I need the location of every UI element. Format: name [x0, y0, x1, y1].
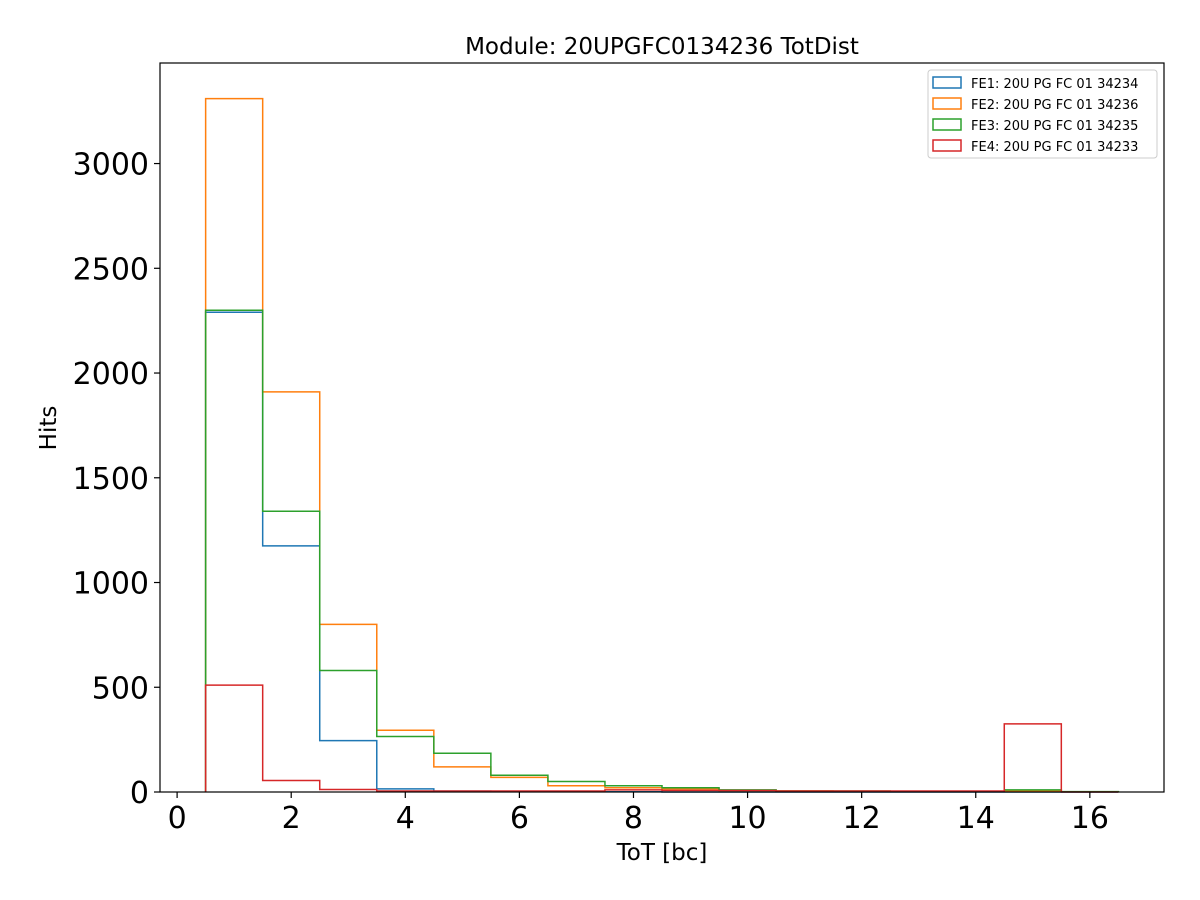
legend-swatch: [932, 76, 962, 89]
y-tick-label: 2500: [73, 252, 149, 287]
y-tick-label: 2000: [73, 357, 149, 392]
x-tick-label: 16: [1071, 801, 1109, 836]
x-tick-label: 6: [510, 801, 529, 836]
legend-swatch: [932, 139, 962, 152]
chart-title: Module: 20UPGFC0134236 TotDist: [465, 34, 859, 60]
legend-entry: FE1: 20U PG FC 01 34234: [971, 77, 1138, 92]
legend-entry: FE4: 20U PG FC 01 34233: [971, 140, 1138, 155]
y-tick-label: 3000: [73, 148, 149, 183]
series-4-histogram: [204, 684, 1119, 793]
x-tick-label: 0: [168, 801, 187, 836]
x-tick-label: 10: [728, 801, 766, 836]
y-axis-ticks: 0 500 1000 1500 2000 2500 3000: [73, 148, 160, 811]
y-tick-label: 500: [92, 671, 149, 706]
x-tick-label: 14: [957, 801, 995, 836]
x-axis-label: ToT [bc]: [616, 840, 708, 866]
legend-swatch: [932, 118, 962, 131]
y-axis-label: Hits: [36, 406, 62, 451]
legend-box: [927, 69, 1158, 159]
x-axis-ticks: 0 2 4 6 8 10 12 14 16: [168, 792, 1109, 836]
y-tick-label: 1500: [73, 462, 149, 497]
y-tick-label: 0: [130, 776, 149, 811]
legend: FE1: 20U PG FC 01 34234 FE2: 20U PG FC 01…: [927, 69, 1158, 159]
y-tick-label: 1000: [73, 567, 149, 602]
legend-entry: FE2: 20U PG FC 01 34236: [971, 98, 1138, 113]
plot-frame: [159, 62, 1165, 793]
x-tick-label: 12: [843, 801, 881, 836]
legend-entry: FE3: 20U PG FC 01 34235: [971, 119, 1138, 134]
legend-swatch: [932, 97, 962, 110]
x-tick-label: 8: [624, 801, 643, 836]
x-tick-label: 2: [282, 801, 301, 836]
x-tick-label: 4: [396, 801, 415, 836]
